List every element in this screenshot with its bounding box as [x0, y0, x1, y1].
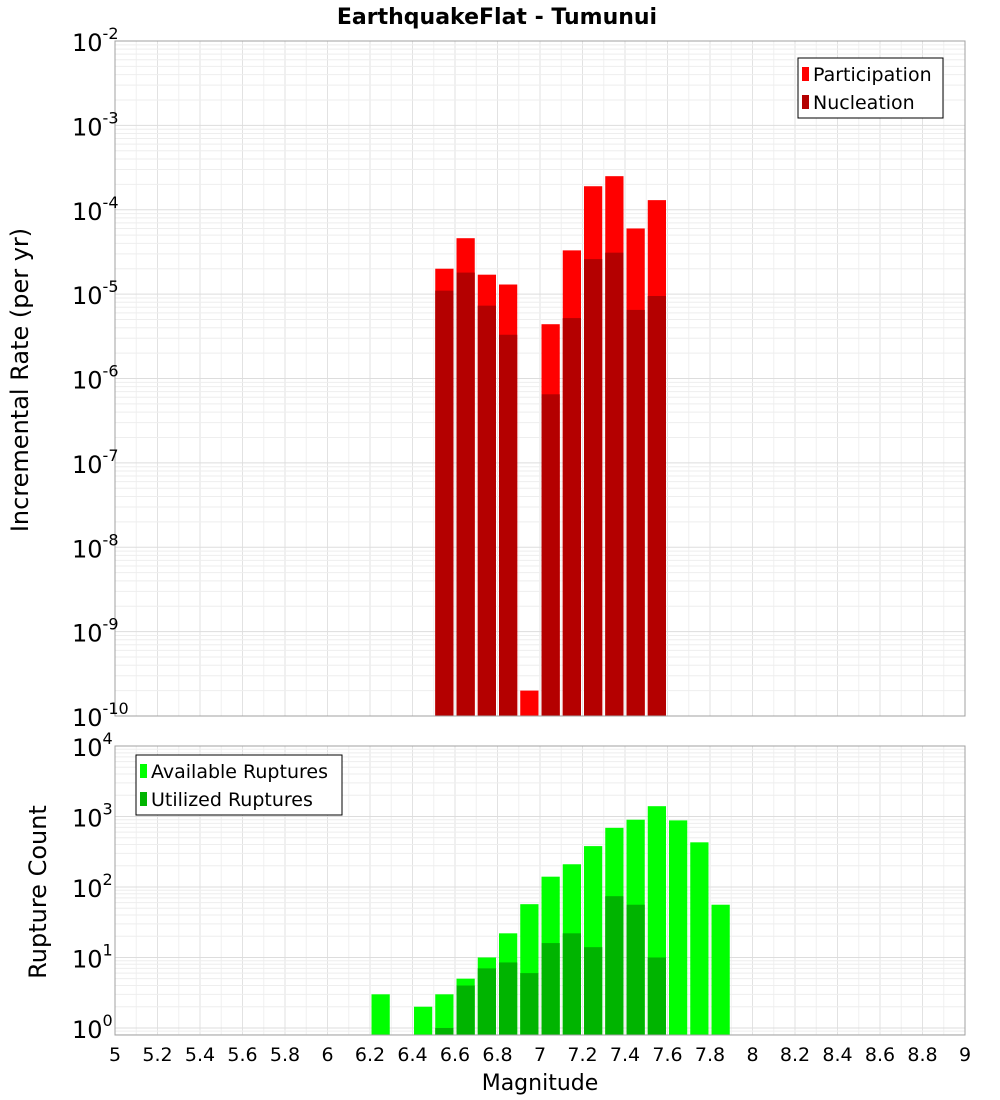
bar-1-1-5: [499, 962, 518, 1035]
bar-1-1-2: [435, 1027, 454, 1035]
series-1: [435, 896, 666, 1035]
bar-1-1-6: [520, 973, 539, 1035]
plot-border: [114, 745, 966, 1036]
x-tick-label-12: 7.4: [610, 1044, 640, 1066]
bar-1-1-8: [562, 933, 581, 1035]
legend-label-0: Participation: [813, 64, 932, 86]
bar-0-1-1: [456, 272, 475, 716]
y-tick-label-1-4: 104: [72, 729, 113, 762]
x-tick-label-15: 8: [746, 1044, 758, 1066]
x-tick-label-1: 5.2: [142, 1044, 172, 1066]
legend-box: [135, 754, 343, 816]
bar-0-1-10: [647, 296, 666, 716]
y-tick-label-0-6: 10-4: [72, 193, 119, 226]
y-axis-title-1: Rupture Count: [24, 805, 52, 979]
y-tick-label-0-5: 10-5: [72, 277, 119, 310]
bar-0-1-9: [626, 309, 645, 716]
bar-0-1-6: [562, 318, 581, 716]
y-tick-label-1-0: 100: [72, 1011, 113, 1044]
bar-1-0-0: [371, 994, 390, 1035]
x-tick-label-20: 9: [959, 1044, 971, 1066]
x-tick-label-3: 5.6: [227, 1044, 257, 1066]
legend-1: Available Ruptures Utilized Ruptures: [135, 754, 343, 816]
y-tick-label-0-2: 10-8: [72, 530, 119, 563]
plot-border: [114, 40, 966, 717]
x-tick-label-5: 6: [321, 1044, 333, 1066]
y-tick-label-1-1: 101: [72, 940, 113, 973]
x-tick-label-17: 8.4: [822, 1044, 852, 1066]
x-tick-label-7: 6.4: [397, 1044, 427, 1066]
x-tick-label-16: 8.2: [780, 1044, 810, 1066]
y-tick-label-1-3: 103: [72, 799, 113, 832]
bar-1-1-11: [626, 904, 645, 1035]
chart-panel-0: 10-10 10-9 10-8 10-7 10-6 10-5 10-4 10-3 10-2 Inc…: [6, 24, 966, 732]
bar-1-1-10: [605, 896, 624, 1035]
legend-label-0: Available Ruptures: [151, 761, 328, 783]
bar-1-0-1: [414, 1006, 433, 1035]
x-tick-label-10: 7: [534, 1044, 546, 1066]
legend-box: [797, 57, 944, 119]
legend-swatch-1: [140, 792, 147, 806]
x-tick-label-18: 8.6: [865, 1044, 895, 1066]
legend-0: Participation Nucleation: [797, 57, 944, 119]
bar-0-1-8: [605, 252, 624, 716]
x-tick-label-4: 5.8: [270, 1044, 300, 1066]
x-axis-title: Magnitude: [482, 1071, 599, 1096]
bar-1-0-2: [435, 994, 454, 1035]
bar-1-1-12: [647, 957, 666, 1035]
bar-1-0-14: [690, 842, 709, 1035]
x-tick-label-2: 5.4: [185, 1044, 215, 1066]
series-1: [435, 252, 666, 716]
x-tick-label-6: 6.2: [355, 1044, 385, 1066]
x-axis-ticks: 5 5.2 5.4 5.6 5.8 6 6.2 6.4 6.6 6.8 7 7.2 7.4 7.6 7.8 8…: [109, 1044, 971, 1066]
legend-swatch-0: [802, 67, 809, 81]
chart-panel-1: 100 101 102 103 104 Rupture Count Available Ru…: [24, 729, 966, 1044]
x-tick-label-8: 6.6: [440, 1044, 470, 1066]
bar-1-1-9: [584, 947, 603, 1035]
x-tick-label-19: 8.8: [907, 1044, 937, 1066]
x-tick-label-13: 7.6: [652, 1044, 682, 1066]
bar-0-0-4: [520, 690, 539, 716]
bar-0-1-3: [499, 334, 518, 716]
legend-label-1: Nucleation: [813, 92, 915, 114]
y-tick-label-0-3: 10-7: [72, 446, 119, 479]
x-tick-label-0: 5: [109, 1044, 121, 1066]
chart-title: EarthquakeFlat - Tumunui: [337, 5, 657, 30]
bar-0-1-2: [477, 305, 496, 716]
y-tick-label-0-8: 10-2: [72, 24, 119, 57]
bar-1-1-4: [477, 968, 496, 1035]
y-tick-label-0-7: 10-3: [72, 108, 119, 141]
bar-1-0-13: [669, 820, 688, 1035]
x-tick-label-11: 7.2: [567, 1044, 597, 1066]
bar-1-1-7: [541, 943, 560, 1035]
bar-1-1-3: [456, 985, 475, 1035]
y-tick-label-0-0: 10-10: [72, 699, 129, 732]
bar-0-1-0: [435, 290, 454, 716]
legend-swatch-1: [802, 95, 809, 109]
y-tick-label-0-4: 10-6: [72, 362, 119, 395]
legend-label-1: Utilized Ruptures: [151, 789, 313, 811]
x-tick-label-14: 7.8: [695, 1044, 725, 1066]
bar-0-1-7: [584, 259, 603, 716]
y-axis-title-0: Incremental Rate (per yr): [6, 228, 34, 532]
y-tick-label-1-2: 102: [72, 870, 113, 903]
y-tick-label-0-1: 10-9: [72, 615, 119, 648]
legend-swatch-0: [140, 764, 147, 778]
x-tick-label-9: 6.8: [482, 1044, 512, 1066]
bar-0-1-5: [541, 394, 560, 716]
bar-1-0-15: [711, 904, 730, 1035]
